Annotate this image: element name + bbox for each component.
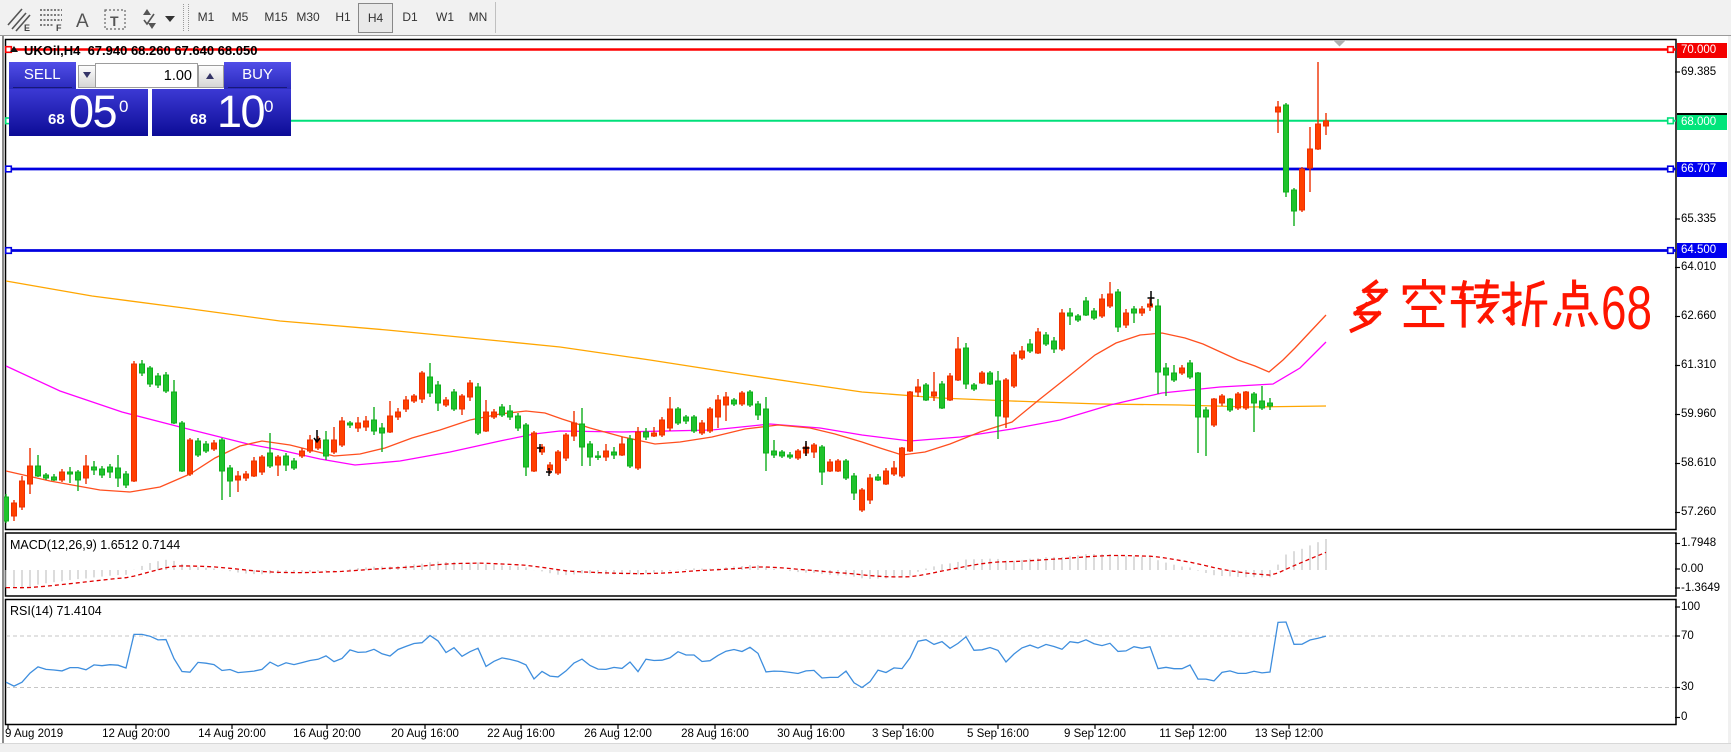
- svg-text:A: A: [76, 11, 89, 32]
- svg-text:68: 68: [1601, 274, 1652, 342]
- svg-text:T: T: [110, 13, 119, 29]
- svg-text:E: E: [24, 23, 30, 33]
- svg-text:F: F: [56, 23, 62, 33]
